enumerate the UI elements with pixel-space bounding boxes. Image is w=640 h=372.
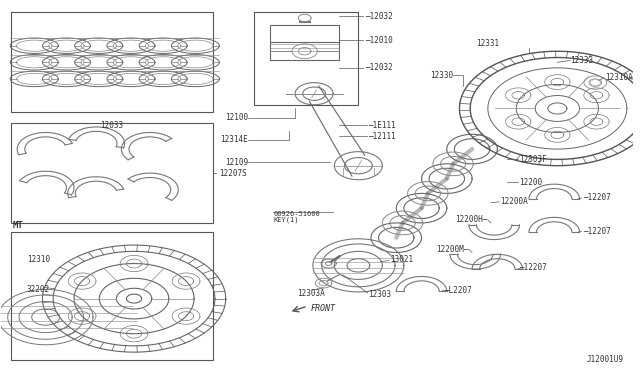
Text: 12033: 12033 — [100, 121, 124, 131]
Text: MT: MT — [13, 221, 24, 230]
Text: ─12207: ─12207 — [520, 263, 547, 272]
Text: ─1E111: ─1E111 — [368, 121, 396, 129]
Text: ─12207: ─12207 — [582, 193, 611, 202]
Text: 12200: 12200 — [520, 178, 543, 187]
Text: 12207S: 12207S — [220, 169, 247, 177]
Text: 12331: 12331 — [476, 39, 499, 48]
Text: 12200H─: 12200H─ — [456, 215, 488, 224]
Text: 12333: 12333 — [570, 56, 593, 65]
Text: J12001U9: J12001U9 — [587, 355, 624, 364]
Text: ─12111: ─12111 — [368, 132, 396, 141]
Text: 12310A: 12310A — [605, 73, 632, 81]
Text: KEY(1): KEY(1) — [273, 217, 298, 223]
Text: ─L2207: ─L2207 — [444, 286, 472, 295]
Text: 12330: 12330 — [430, 71, 453, 80]
Text: ─12032: ─12032 — [365, 63, 392, 72]
Text: ─12207: ─12207 — [582, 227, 611, 235]
Text: 12200M─: 12200M─ — [436, 245, 469, 254]
Text: 00926-51600: 00926-51600 — [273, 211, 320, 217]
Text: 12310: 12310 — [27, 255, 50, 264]
Text: 13021: 13021 — [390, 255, 413, 264]
Text: 12303F: 12303F — [520, 155, 547, 164]
Text: 12303: 12303 — [368, 291, 391, 299]
Text: ─12032: ─12032 — [365, 12, 392, 21]
Bar — [254, 13, 358, 105]
Bar — [270, 25, 339, 42]
Text: 12109: 12109 — [225, 157, 248, 167]
Bar — [11, 13, 213, 112]
Text: 12100: 12100 — [225, 113, 248, 122]
Text: ─12010: ─12010 — [365, 36, 392, 45]
Text: 12314E: 12314E — [220, 135, 248, 144]
Text: 12303A: 12303A — [297, 289, 325, 298]
Bar — [11, 232, 213, 359]
Text: FRONT: FRONT — [311, 304, 336, 313]
Text: 32202: 32202 — [27, 285, 50, 294]
Text: 12200A: 12200A — [500, 197, 528, 206]
Bar — [11, 123, 213, 223]
